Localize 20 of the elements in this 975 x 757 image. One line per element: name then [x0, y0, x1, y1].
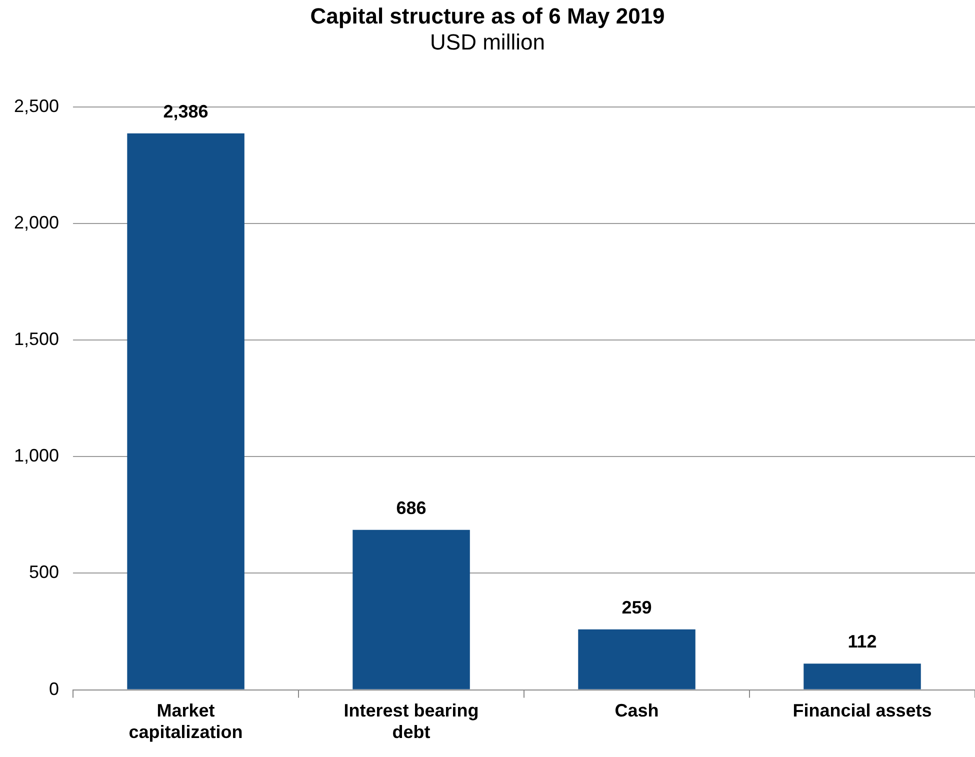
y-tick-label: 1,500	[14, 328, 60, 349]
x-tick-label: Interest bearing debt	[344, 700, 479, 742]
y-tick-label: 1,000	[14, 446, 60, 466]
chart-title: Capital structure as of 6 May 2019	[310, 3, 665, 28]
bar	[352, 530, 470, 690]
x-tick-label: Cash	[614, 700, 659, 721]
y-tick-label: 0	[49, 678, 60, 699]
bar	[804, 664, 921, 690]
data-label: 259	[622, 597, 652, 618]
y-tick-label: 2,000	[14, 212, 60, 232]
y-tick-label: 2,500	[14, 96, 60, 116]
chart-subtitle: USD million	[430, 30, 545, 55]
y-tick-label: 500	[28, 562, 60, 582]
x-tick-label: Financial assets	[792, 700, 932, 721]
data-label: 112	[848, 632, 877, 652]
bar	[578, 629, 696, 690]
bar	[127, 133, 244, 690]
x-tick-label: Market capitalization	[128, 700, 243, 742]
data-label: 2,386	[163, 101, 208, 122]
data-label: 686	[396, 498, 426, 518]
